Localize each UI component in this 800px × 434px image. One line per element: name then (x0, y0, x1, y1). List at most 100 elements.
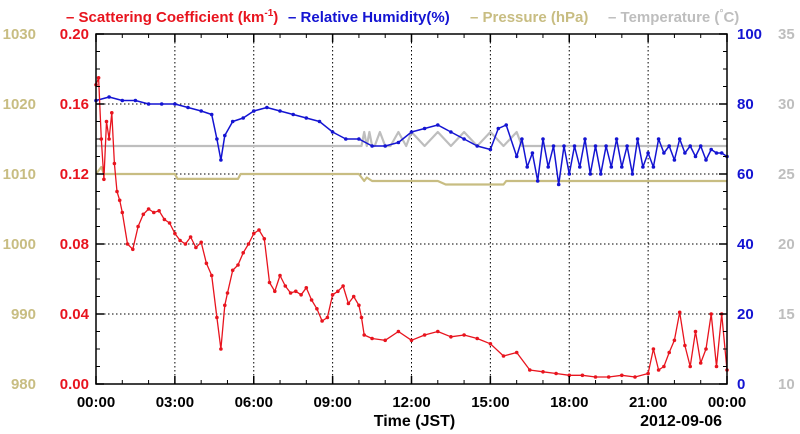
date-label: 2012-09-06 (640, 413, 722, 430)
data-point-scattering (115, 189, 119, 194)
pressure-tick-label: 1000 (3, 236, 36, 253)
data-point-humidity (656, 137, 661, 141)
data-point-scattering (541, 370, 545, 374)
data-point-scattering (436, 329, 440, 334)
temperature-tick-label: 35 (778, 26, 795, 43)
data-point-scattering (633, 375, 637, 379)
data-point-humidity (422, 126, 427, 131)
data-point-humidity (107, 95, 111, 99)
data-point-scattering (125, 242, 130, 246)
data-point-scattering (370, 336, 374, 341)
temperature-tick-label: 20 (778, 236, 795, 253)
data-point-scattering (677, 310, 682, 315)
data-point-scattering (449, 335, 453, 339)
data-point-scattering (646, 371, 650, 376)
legend: – Scattering Coefficient (km-1) – Relativ… (66, 8, 739, 26)
data-point-scattering (102, 177, 106, 182)
data-point-scattering (120, 210, 125, 215)
grid-lines (96, 34, 727, 384)
data-point-scattering (215, 315, 219, 320)
data-point-humidity (252, 109, 256, 113)
x-tick-label: 12:00 (392, 394, 430, 411)
data-point-scattering (362, 333, 367, 337)
data-point-scattering (112, 161, 117, 166)
temperature-axis: 10 15 20 25 30 35 (778, 26, 795, 393)
data-point-humidity (219, 158, 223, 162)
data-point-humidity (317, 119, 322, 124)
data-point-scattering (359, 315, 364, 320)
data-point-humidity (475, 144, 480, 148)
data-point-humidity (525, 165, 529, 169)
data-point-humidity (556, 182, 561, 187)
data-point-humidity (625, 144, 629, 148)
data-point-scattering (593, 375, 598, 379)
data-point-humidity (572, 144, 577, 148)
data-point-scattering (704, 347, 708, 351)
data-point-humidity (630, 172, 635, 176)
data-point-scattering (173, 231, 177, 236)
scattering-tick-label: 0.00 (60, 376, 89, 393)
data-point-humidity (173, 102, 177, 106)
pressure-tick-label: 1020 (3, 96, 36, 113)
data-point-humidity (133, 98, 138, 103)
data-point-humidity (304, 116, 309, 120)
data-point-humidity (496, 126, 501, 131)
data-point-scattering (283, 284, 288, 288)
data-point-humidity (291, 112, 296, 117)
data-point-scattering (651, 347, 656, 351)
legend-entry: – Scattering Coefficient (km-1) (66, 8, 278, 26)
data-point-scattering (567, 373, 572, 378)
data-point-scattering (383, 338, 388, 343)
data-point-humidity (546, 165, 550, 169)
data-point-scattering (683, 343, 687, 348)
temperature-tick-label: 25 (778, 166, 795, 183)
data-point-scattering (110, 111, 114, 115)
data-point-scattering (246, 242, 251, 246)
data-point-scattering (709, 312, 713, 316)
data-point-humidity (223, 133, 227, 138)
data-point-scattering (267, 280, 272, 285)
data-point-scattering (346, 301, 351, 306)
data-point-scattering (194, 245, 198, 250)
data-point-scattering (146, 207, 151, 211)
data-point-scattering (107, 137, 111, 141)
data-point-humidity (120, 98, 125, 103)
time-axis: 00:00 03:00 06:00 09:00 12:00 15:00 18:00 21:00… (77, 33, 746, 411)
data-point-scattering (304, 286, 309, 290)
humidity-tick-label: 100 (737, 26, 762, 43)
data-point-scattering (288, 291, 293, 295)
humidity-tick-label: 20 (737, 306, 754, 323)
data-point-scattering (262, 237, 267, 241)
scattering-tick-label: 0.04 (60, 306, 90, 323)
data-point-humidity (462, 137, 466, 141)
data-point-scattering (422, 333, 427, 337)
data-point-scattering (672, 338, 677, 343)
data-point-humidity (578, 165, 582, 169)
data-point-humidity (541, 137, 545, 141)
data-point-humidity (383, 144, 388, 148)
data-point-scattering (688, 364, 692, 369)
data-point-humidity (620, 165, 624, 169)
data-point-humidity (677, 137, 682, 141)
pressure-tick-label: 980 (11, 376, 36, 393)
data-point-scattering (325, 315, 330, 320)
x-tick-label: 21:00 (629, 394, 667, 411)
humidity-tick-label: 60 (737, 166, 754, 183)
data-point-humidity (714, 151, 719, 155)
data-point-scattering (230, 268, 235, 273)
data-point-humidity (704, 158, 708, 162)
x-tick-label: 06:00 (235, 394, 273, 411)
data-point-scattering (554, 371, 558, 376)
data-point-scattering (241, 251, 245, 255)
data-point-humidity (683, 151, 687, 155)
data-point-humidity (449, 130, 453, 134)
data-point-humidity (396, 140, 401, 145)
data-point-scattering (693, 329, 698, 334)
data-point-humidity (709, 147, 713, 152)
data-point-humidity (614, 137, 619, 141)
data-point-scattering (475, 336, 480, 341)
temperature-tick-label: 15 (778, 306, 795, 323)
data-point-scattering (315, 307, 319, 311)
temperature-tick-label: 30 (778, 96, 795, 113)
